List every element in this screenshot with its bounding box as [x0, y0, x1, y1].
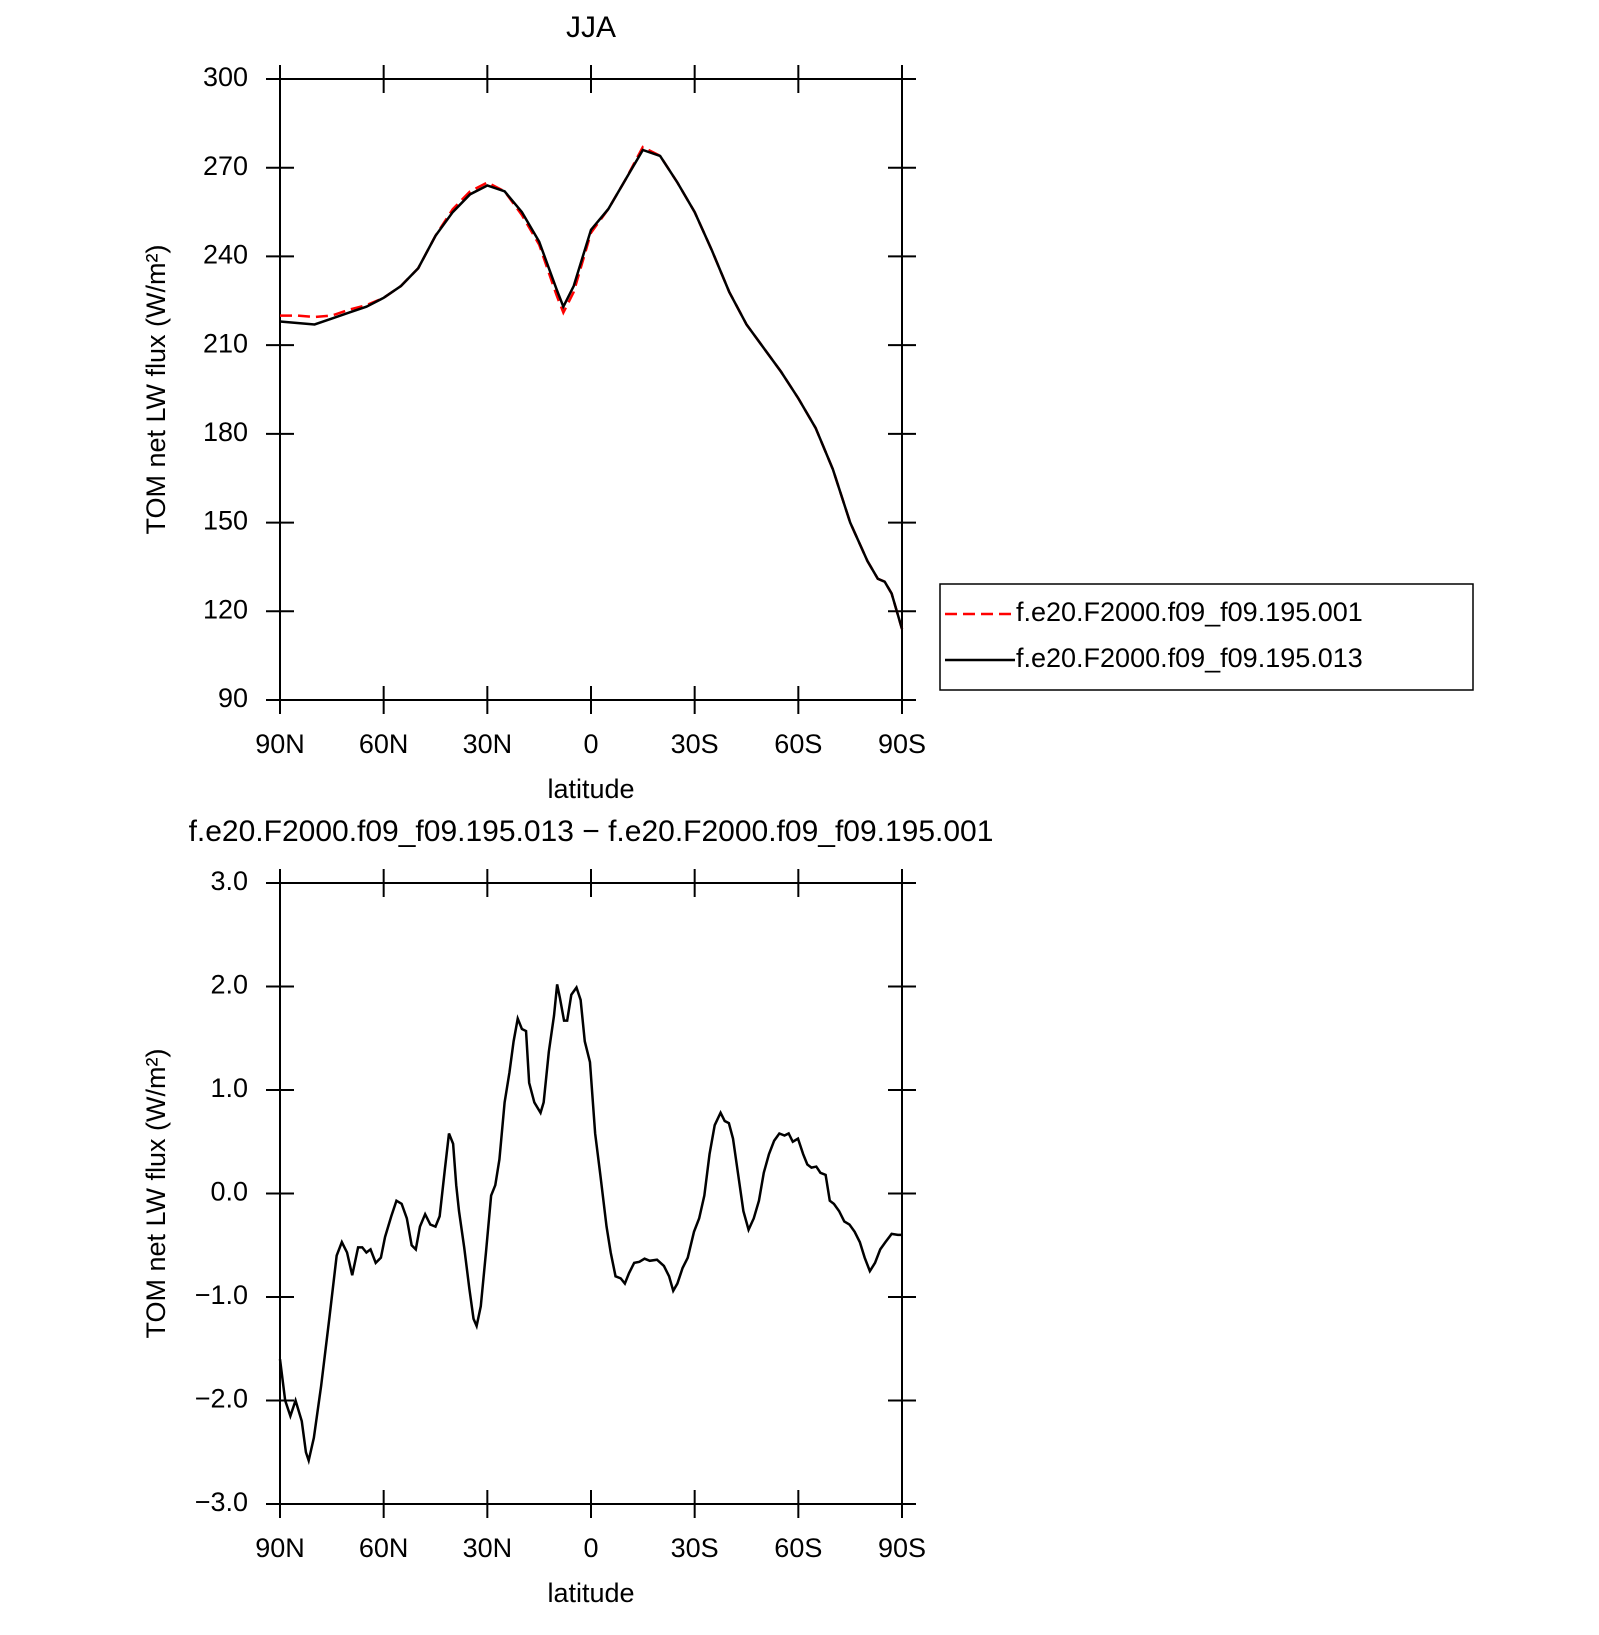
- y-axis-label: TOM net LW flux (W/m²): [141, 1049, 171, 1339]
- legend-label: f.e20.F2000.f09_f09.195.001: [1016, 597, 1363, 627]
- x-tick-label: 90N: [255, 729, 305, 759]
- x-tick-label: 60S: [774, 729, 822, 759]
- y-tick-label: 90: [218, 683, 248, 713]
- x-tick-label: 60S: [774, 1533, 822, 1563]
- y-tick-label: 270: [203, 151, 248, 181]
- y-tick-label: 2.0: [210, 970, 248, 1000]
- y-tick-label: 300: [203, 62, 248, 92]
- y-tick-label: 180: [203, 417, 248, 447]
- x-tick-label: 60N: [359, 729, 409, 759]
- x-tick-label: 30S: [671, 1533, 719, 1563]
- x-tick-label: 30N: [463, 1533, 513, 1563]
- y-axis-label: TOM net LW flux (W/m²): [141, 245, 171, 535]
- plot-frame: [279, 78, 903, 701]
- x-axis-label: latitude: [547, 1578, 634, 1608]
- y-tick-label: 1.0: [210, 1073, 248, 1103]
- chart-title: JJA: [566, 11, 616, 44]
- y-tick-label: −1.0: [195, 1280, 248, 1310]
- x-tick-label: 0: [583, 729, 598, 759]
- x-tick-label: 30S: [671, 729, 719, 759]
- data-line: [279, 148, 904, 630]
- legend-label: f.e20.F2000.f09_f09.195.013: [1016, 643, 1363, 673]
- y-tick-label: 3.0: [210, 866, 248, 896]
- y-tick-label: −2.0: [195, 1384, 248, 1414]
- x-tick-label: 90S: [878, 729, 926, 759]
- y-tick-label: 120: [203, 594, 248, 624]
- y-tick-label: 240: [203, 240, 248, 270]
- x-tick-label: 90S: [878, 1533, 926, 1563]
- x-tick-label: 60N: [359, 1533, 409, 1563]
- legend-box: [939, 583, 1474, 691]
- plot-frame: [279, 882, 903, 1505]
- y-tick-label: 0.0: [210, 1177, 248, 1207]
- y-tick-label: 210: [203, 328, 248, 358]
- x-tick-label: 30N: [463, 729, 513, 759]
- chart-title: f.e20.F2000.f09_f09.195.013 − f.e20.F200…: [189, 815, 994, 848]
- y-tick-label: 150: [203, 506, 248, 536]
- x-tick-label: 90N: [255, 1533, 305, 1563]
- y-tick-label: −3.0: [195, 1487, 248, 1517]
- x-tick-label: 0: [583, 1533, 598, 1563]
- x-axis-label: latitude: [547, 774, 634, 804]
- data-line: [280, 145, 904, 630]
- data-line: [278, 984, 902, 1466]
